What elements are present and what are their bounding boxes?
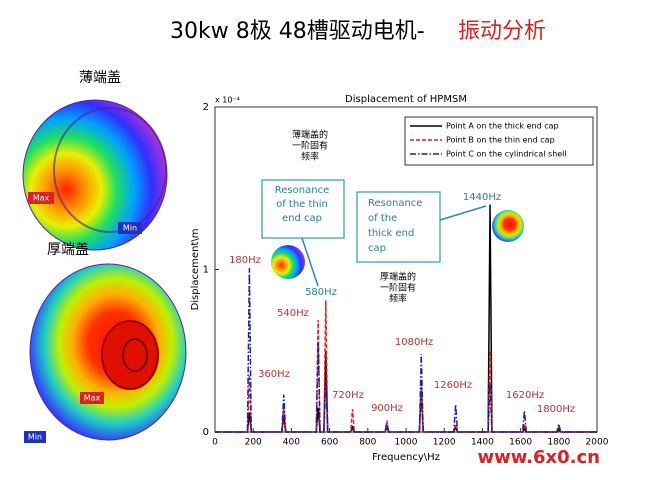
note-line: 一阶固有: [380, 282, 416, 294]
x-axis-label: Frequency\Hz: [372, 452, 440, 463]
x-tick-label: 1800: [547, 438, 570, 448]
note-line: Resonance: [368, 198, 422, 209]
x-tick-label: 1200: [433, 438, 456, 448]
x-tick-label: 600: [321, 438, 338, 448]
note-line: 厚端盖的: [380, 271, 416, 283]
frequency-label: 1620Hz: [506, 390, 544, 401]
max-tag: [80, 392, 104, 404]
y-axis-label: Displacement\m: [190, 229, 201, 311]
frequency-label: 900Hz: [371, 403, 403, 414]
watermark: www.6x0.cn: [477, 447, 600, 468]
legend-label: Point A on the thick end cap: [446, 122, 559, 131]
x-tick-label: 200: [245, 438, 262, 448]
thin-cap-image: [22, 99, 168, 251]
y-scale-note: x 10⁻⁴: [215, 96, 240, 105]
y-tick-label: 1: [203, 265, 209, 276]
min-tag: [118, 222, 142, 234]
chart: Displacement of HPMSM x 10⁻⁴ Frequency\Hz D…: [190, 94, 609, 463]
note-line: cap: [368, 243, 386, 254]
thick-cap-label: 厚端盖: [47, 242, 89, 258]
x-tick-label: 800: [359, 438, 376, 448]
note-line: of the: [368, 213, 397, 224]
note-line: thick end: [368, 228, 414, 239]
frequency-label: 1800Hz: [537, 404, 575, 415]
callout-box: [356, 191, 441, 263]
thin-cap-rim: [53, 107, 167, 233]
y-tick-label: 0: [203, 427, 209, 438]
y-tick-label: 2: [203, 102, 209, 113]
frequency-label: 1260Hz: [434, 380, 472, 391]
min-label: Min: [123, 224, 137, 233]
frequency-label: 180Hz: [229, 255, 261, 266]
frequency-label: 580Hz: [305, 287, 337, 298]
x-tick-label: 400: [283, 438, 300, 448]
max-label: Max: [84, 394, 101, 403]
series-line: [215, 267, 597, 433]
x-tick-label: 1000: [395, 438, 418, 448]
x-tick-label: 1400: [471, 438, 494, 448]
x-tick-label: 1600: [509, 438, 532, 448]
legend-label: Point B on the thin end cap: [446, 136, 555, 145]
frequency-label: 540Hz: [277, 308, 309, 319]
min-label: Min: [28, 433, 42, 442]
legend-label: Point C on the cylindrical shell: [446, 150, 567, 159]
legend-box: [404, 116, 594, 166]
note-line: end cap: [282, 213, 322, 224]
series-line: [215, 300, 597, 433]
callout-arrow: [439, 205, 487, 221]
max-tag: [28, 192, 54, 204]
note-line: 一阶固有: [292, 140, 328, 152]
thick-cap-hub: [101, 320, 159, 390]
frequency-label: 1440Hz: [463, 192, 501, 203]
chart-title: Displacement of HPMSM: [345, 94, 467, 105]
min-tag: [24, 431, 46, 443]
note-line: of the thin: [276, 199, 328, 210]
thick-cap-hub-ring: [122, 338, 148, 372]
inset-thick-cap: [492, 210, 524, 242]
thin-cap-label: 薄端盖: [79, 70, 121, 86]
x-tick-label: 0: [212, 438, 218, 448]
note-line: 薄端盖的: [292, 129, 328, 141]
note-line: Resonance: [275, 185, 329, 196]
title-main: 30kw 8极 48槽驱动电机-: [170, 19, 425, 44]
max-label: Max: [33, 194, 50, 203]
title-highlight: 振动分析: [458, 19, 546, 44]
callout-arrow: [301, 237, 319, 287]
frequency-label: 720Hz: [332, 390, 364, 401]
note-line: 频率: [389, 293, 407, 305]
inset-thin-cap: [271, 245, 305, 279]
frequency-label: 1080Hz: [395, 337, 433, 348]
x-tick-label: 2000: [586, 438, 609, 448]
frequency-label: 360Hz: [258, 369, 290, 380]
callout-box: [261, 179, 345, 239]
note-line: 频率: [301, 151, 319, 163]
